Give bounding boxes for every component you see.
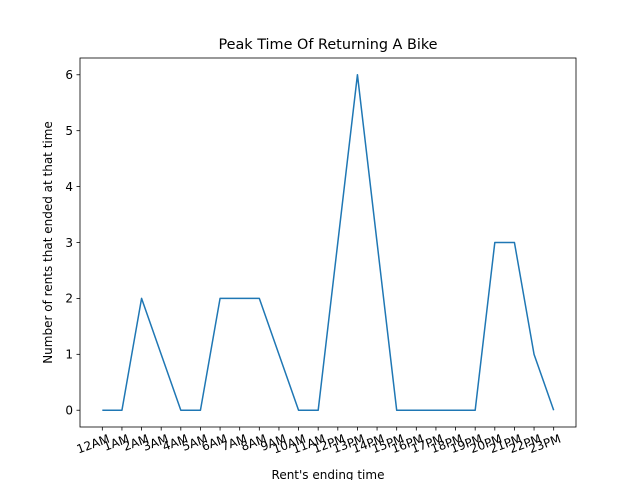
data-point	[356, 74, 358, 76]
data-point	[552, 409, 554, 411]
data-point	[435, 409, 437, 411]
data-point	[337, 241, 339, 243]
data-point	[395, 409, 397, 411]
data-point	[140, 297, 142, 299]
chart-title: Peak Time Of Returning A Bike	[218, 37, 437, 53]
y-tick-label: 6	[65, 68, 73, 82]
x-axis-label: Rent's ending time	[272, 468, 385, 480]
data-point	[121, 409, 123, 411]
data-point	[474, 409, 476, 411]
data-point	[219, 297, 221, 299]
y-tick-label: 4	[65, 180, 73, 194]
y-tick-label: 5	[65, 124, 73, 138]
data-point	[160, 353, 162, 355]
y-axis-label: Number of rents that ended at that time	[41, 121, 55, 364]
data-point	[415, 409, 417, 411]
data-point	[278, 353, 280, 355]
series-layer	[101, 74, 555, 411]
data-point	[199, 409, 201, 411]
x-axis: 12AM1AM2AM3AM4AM5AM6AM7AM8AM9AM10AM11AM1…	[75, 427, 563, 456]
data-point	[258, 297, 260, 299]
data-point	[101, 409, 103, 411]
data-point	[297, 409, 299, 411]
data-point	[317, 409, 319, 411]
data-point	[533, 353, 535, 355]
data-point	[454, 409, 456, 411]
y-tick-label: 1	[65, 348, 73, 362]
data-point	[238, 297, 240, 299]
plot-frame	[79, 57, 577, 428]
data-point	[513, 241, 515, 243]
y-tick-label: 3	[65, 236, 73, 250]
data-point	[180, 409, 182, 411]
y-axis: 0 1 2 3 4 5 6	[65, 68, 80, 418]
data-point	[494, 241, 496, 243]
data-point	[376, 241, 378, 243]
y-tick-label: 0	[65, 404, 73, 418]
series-line	[102, 74, 555, 411]
y-tick-label: 2	[65, 292, 73, 306]
